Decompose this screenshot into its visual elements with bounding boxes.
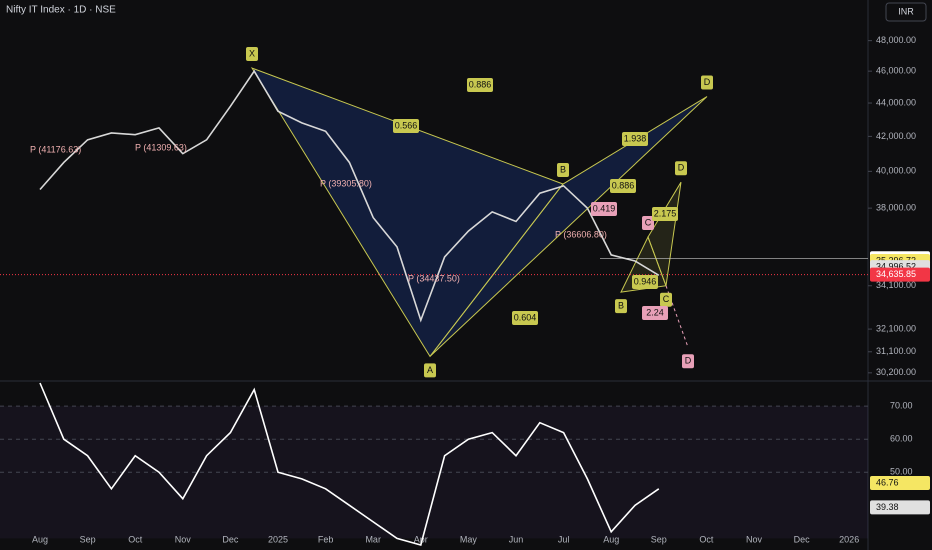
x-tick-label: Mar <box>365 534 381 544</box>
point-tag: X <box>249 48 255 58</box>
pivot-label: P (36606.80) <box>555 229 607 239</box>
x-tick-label: Oct <box>128 534 143 544</box>
point-tag-bg <box>675 161 687 176</box>
point-tag-bg <box>682 354 694 369</box>
point-tag-bg <box>615 299 627 314</box>
chart-title: Nifty IT Index · 1D · NSE <box>6 5 116 16</box>
ratio-label: 0.566 <box>395 120 418 130</box>
x-tick-label: Feb <box>318 534 334 544</box>
ratio-label: 0.419 <box>593 203 616 213</box>
series-line <box>39 69 660 323</box>
ratio-bg <box>610 179 636 193</box>
point-tag-bg <box>424 363 436 378</box>
x-tick-label: Aug <box>603 534 619 544</box>
ratio-label: 2.24 <box>646 307 664 317</box>
y-tick-label: 38,000.00 <box>876 203 916 213</box>
y-tick-label: 60.00 <box>890 434 913 444</box>
y-tick-label: 31,100.00 <box>876 346 916 356</box>
x-tick-label: Jul <box>558 534 570 544</box>
point-tag-bg <box>701 75 713 90</box>
pivot-label: P (41176.63) <box>30 144 81 154</box>
point-tag-bg <box>642 216 654 231</box>
point-tag-bg <box>557 163 569 178</box>
point-tag: D <box>678 163 685 173</box>
y-tick-label: 48,000.00 <box>876 35 916 45</box>
ratio-label: 0.886 <box>469 79 492 89</box>
point-tag: D <box>685 356 692 366</box>
x-tick-label: Dec <box>794 534 811 544</box>
ratio-bg <box>393 119 419 133</box>
point-tag: D <box>704 77 711 87</box>
point-tag-bg <box>246 47 258 62</box>
price-tag: 34,996.52 <box>876 262 916 272</box>
pattern-leg <box>665 285 689 348</box>
x-tick-label: May <box>460 534 478 544</box>
ratio-label: 0.886 <box>612 180 635 190</box>
ratio-bg <box>642 306 668 320</box>
y-tick-label: 50.00 <box>890 467 913 477</box>
y-tick-label: 30,200.00 <box>876 367 916 377</box>
ratio-bg <box>591 202 617 216</box>
ratio-bg <box>632 275 658 289</box>
ratio-bg <box>512 311 538 325</box>
ratio-label: 2.175 <box>654 208 677 218</box>
y-tick-label: 34,100.00 <box>876 280 916 290</box>
y-tick-label: 32,100.00 <box>876 323 916 333</box>
point-tag: C <box>663 294 670 304</box>
ratio-label: 0.946 <box>634 276 657 286</box>
series-line <box>39 382 660 546</box>
x-tick-label: Jun <box>509 534 524 544</box>
price-tag: 34,635.85 <box>876 269 916 279</box>
point-tag: C <box>645 217 652 227</box>
x-tick-label: Nov <box>746 534 763 544</box>
x-tick-label: Dec <box>222 534 239 544</box>
ratio-bg <box>652 207 678 221</box>
y-tick-label: 40,000.00 <box>876 166 916 176</box>
price-tag-bg <box>870 475 930 490</box>
y-tick-label: 70.00 <box>890 401 913 411</box>
price-tag: 46.76 <box>876 477 899 487</box>
pivot-label: P (34437.50) <box>408 273 460 283</box>
x-tick-label: Sep <box>80 534 96 544</box>
pivot-label: P (39305.80) <box>320 178 372 188</box>
point-tag: B <box>560 164 566 174</box>
x-tick-label: Apr <box>414 534 428 544</box>
y-tick-label: 44,000.00 <box>876 97 916 107</box>
ratio-bg <box>467 78 493 92</box>
point-tag: A <box>427 365 433 375</box>
x-tick-label: Nov <box>175 534 192 544</box>
price-tag-bg <box>870 500 930 515</box>
x-tick-label: Aug <box>32 534 48 544</box>
point-tag-bg <box>660 292 672 307</box>
currency-box[interactable] <box>885 2 927 22</box>
pivot-label: P (41309.63) <box>135 142 187 152</box>
x-tick-label: Sep <box>651 534 667 544</box>
y-tick-label: 46,000.00 <box>876 66 916 76</box>
currency[interactable]: INR <box>898 6 914 16</box>
y-tick-label: 42,000.00 <box>876 131 916 141</box>
x-tick-label: 2026 <box>839 534 859 544</box>
x-tick-label: Oct <box>699 534 714 544</box>
ratio-bg <box>622 132 648 146</box>
ratio-label: 1.938 <box>624 133 647 143</box>
price-tag: 39.38 <box>876 502 899 512</box>
price-tag-bg <box>870 267 930 282</box>
ratio-label: 0.604 <box>514 312 537 322</box>
point-tag: B <box>618 300 624 310</box>
x-tick-label: 2025 <box>268 534 288 544</box>
